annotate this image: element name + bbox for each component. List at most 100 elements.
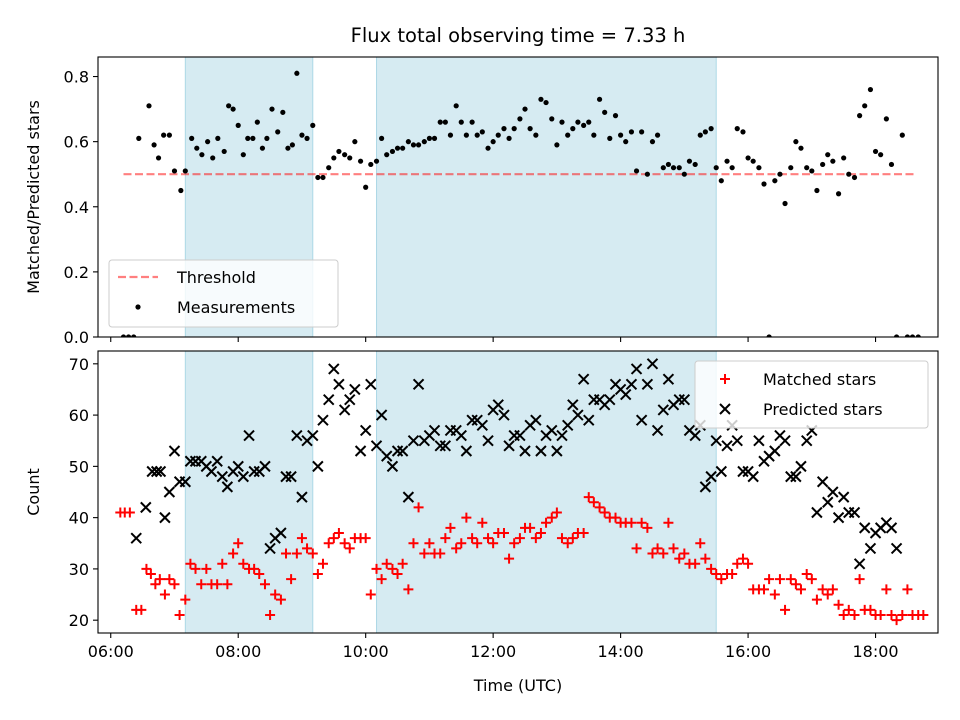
- measurement-point: [166, 132, 172, 138]
- measurement-point: [692, 161, 698, 168]
- measurement-point: [479, 129, 485, 135]
- bottom-panel: 06:00 08:00 10:00 12:00 14:00 16:00 18:00 20 30 4…: [24, 350, 939, 695]
- measurement-point: [745, 155, 751, 161]
- predicted-stars-point: [546, 424, 558, 437]
- measurement-point: [171, 168, 178, 174]
- matched-stars-point: [154, 574, 165, 585]
- matched-stars-point: [881, 584, 892, 595]
- legend: Matched stars Predicted stars: [694, 360, 929, 429]
- measurement-point: [750, 158, 756, 164]
- predicted-stars-point: [705, 470, 717, 483]
- predicted-stars-point: [503, 440, 515, 452]
- legend-box: [108, 259, 339, 328]
- measurement-point: [538, 96, 544, 102]
- measurement-point: [199, 152, 205, 158]
- measurement-point: [250, 135, 256, 141]
- predicted-stars-point: [858, 522, 871, 534]
- measurement-point: [336, 148, 342, 155]
- matched-stars-point: [509, 538, 520, 549]
- measurement-point: [654, 132, 661, 138]
- measurement-point: [670, 165, 677, 171]
- measurement-point: [415, 142, 422, 148]
- measurement-point: [120, 334, 127, 337]
- measurement-point: [814, 187, 820, 194]
- predicted-stars-point: [275, 527, 287, 539]
- predicted-stars-point: [184, 455, 197, 467]
- matched-stars-point: [535, 528, 546, 539]
- measurement-point: [125, 334, 132, 337]
- measurement-point: [259, 145, 266, 151]
- measurement-point: [178, 187, 184, 194]
- measurement-point: [442, 119, 448, 125]
- shaded-interval: [376, 56, 717, 338]
- predicted-stars-point: [163, 486, 176, 498]
- matched-stars-point: [124, 507, 135, 518]
- matched-stars-point: [833, 599, 844, 610]
- legend-measurement-label: Measurements: [177, 298, 295, 317]
- matched-stars-point: [371, 563, 382, 574]
- measurement-point: [155, 155, 162, 161]
- matched-stars-point: [764, 574, 775, 585]
- predicted-stars-point: [179, 476, 192, 488]
- predicted-stars-point: [439, 440, 452, 452]
- predicted-stars-point: [646, 358, 659, 370]
- matched-stars-point: [674, 553, 685, 564]
- measurement-point: [623, 139, 629, 145]
- matched-stars-point: [275, 594, 286, 605]
- predicted-stars-point: [333, 378, 345, 391]
- predicted-stars-point: [264, 542, 276, 555]
- measurement-point: [285, 145, 291, 151]
- matched-stars-point: [169, 579, 180, 590]
- measurement-point: [245, 135, 251, 141]
- matched-stars-point: [843, 604, 854, 615]
- predicted-stars-point: [657, 404, 670, 416]
- predicted-stars-point: [498, 409, 510, 421]
- y-tick-label: 20: [69, 611, 89, 630]
- matched-stars-point: [716, 574, 727, 585]
- plot-area: [120, 70, 921, 337]
- predicted-stars-point: [556, 429, 568, 442]
- matched-stars-point: [296, 533, 307, 544]
- predicted-stars-point: [816, 476, 829, 488]
- predicted-stars-point: [466, 414, 478, 426]
- predicted-stars-point: [407, 435, 420, 447]
- measurement-point: [299, 132, 305, 138]
- predicted-stars-point: [159, 511, 171, 524]
- matched-stars-point: [413, 502, 424, 513]
- predicted-stars-point: [296, 491, 308, 503]
- predicted-stars-point: [140, 501, 152, 514]
- predicted-stars-point: [248, 465, 260, 478]
- y-tick-label: 0.4: [64, 198, 89, 217]
- measurement-point: [575, 119, 581, 125]
- matched-stars-point: [700, 553, 711, 564]
- matched-stars-point: [530, 533, 541, 544]
- measurement-point: [549, 116, 555, 122]
- matched-stars-point: [610, 512, 621, 523]
- matched-stars-point: [461, 512, 472, 523]
- legend: Threshold Measurements: [108, 259, 339, 328]
- matched-stars-point: [769, 589, 780, 600]
- predicted-stars-point: [785, 470, 797, 483]
- predicted-stars-point: [519, 445, 531, 457]
- measurement-point: [904, 334, 911, 337]
- measurement-point: [315, 174, 321, 181]
- matched-stars-point: [551, 507, 562, 518]
- matched-stars-point: [451, 543, 462, 554]
- predicted-stars-point: [790, 470, 802, 483]
- matched-stars-point: [467, 533, 478, 544]
- measurement-point: [867, 86, 874, 93]
- measurement-point: [469, 119, 475, 125]
- matched-stars-point: [164, 574, 175, 585]
- measurement-point: [405, 139, 411, 145]
- matched-stars-point: [190, 563, 201, 574]
- matched-stars-point: [408, 538, 419, 549]
- predicted-stars-point: [317, 414, 329, 426]
- matched-stars-point: [759, 584, 770, 595]
- predicted-stars-point: [307, 429, 319, 442]
- predicted-stars-point: [731, 435, 743, 447]
- measurement-point: [612, 113, 619, 119]
- matched-stars-point: [145, 569, 156, 580]
- matched-stars-point: [902, 584, 913, 595]
- matched-stars-point: [918, 610, 929, 621]
